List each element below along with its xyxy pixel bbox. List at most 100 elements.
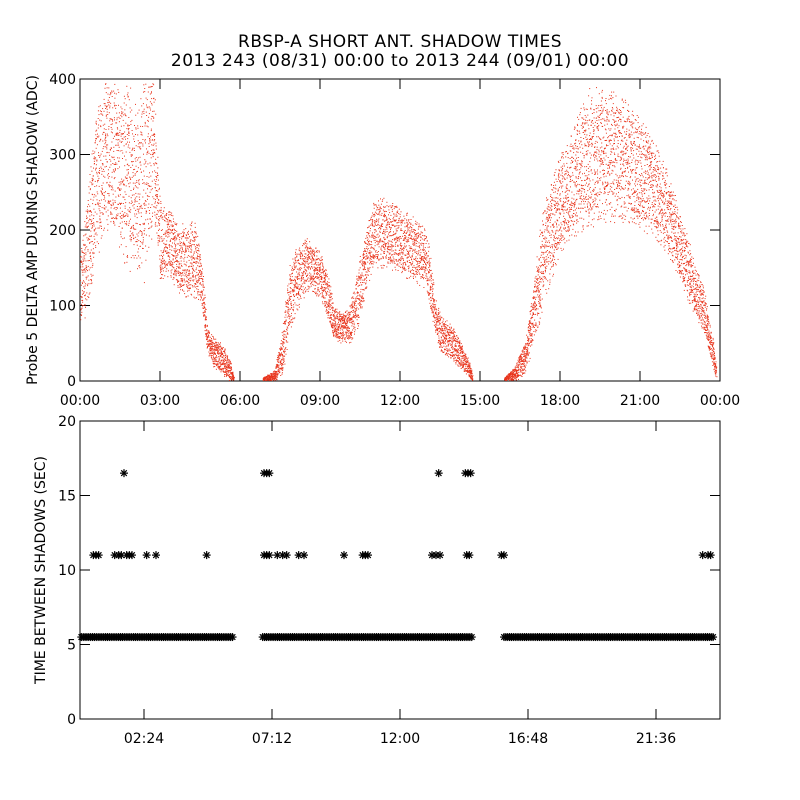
data-point — [385, 220, 387, 221]
data-point — [227, 365, 228, 367]
data-point — [209, 340, 211, 342]
data-point — [137, 157, 139, 159]
data-point — [133, 147, 135, 149]
data-point — [103, 98, 105, 100]
data-point — [182, 249, 183, 251]
data-point — [176, 238, 178, 240]
data-point — [325, 282, 327, 284]
data-point — [294, 259, 296, 261]
data-point — [309, 267, 311, 269]
data-point — [197, 244, 199, 246]
data-point — [143, 112, 145, 114]
data-point — [157, 242, 159, 244]
data-point — [166, 230, 168, 232]
data-point — [395, 238, 397, 240]
data-point — [367, 227, 368, 229]
data-point — [390, 227, 392, 229]
data-point — [334, 326, 336, 328]
data-point — [123, 102, 125, 104]
data-point — [381, 250, 383, 252]
data-point — [281, 365, 283, 366]
data-point — [146, 250, 148, 252]
data-point — [149, 93, 151, 95]
data-point — [219, 345, 221, 347]
data-point — [356, 298, 358, 299]
data-point — [368, 241, 369, 242]
data-point — [315, 291, 317, 293]
data-point — [386, 236, 388, 238]
data-point — [320, 293, 322, 295]
data-point — [144, 204, 146, 206]
data-point — [360, 296, 362, 298]
data-point — [348, 333, 350, 335]
data-point — [287, 322, 289, 323]
data-point — [204, 319, 206, 321]
data-point — [103, 155, 105, 157]
data-point — [116, 133, 118, 135]
data-point — [400, 224, 402, 226]
data-point — [122, 133, 124, 135]
data-point — [140, 131, 142, 133]
data-point — [354, 300, 356, 302]
data-point — [345, 315, 347, 317]
data-point — [337, 316, 339, 318]
data-point — [368, 271, 370, 272]
data-point — [160, 272, 161, 274]
data-point — [354, 312, 356, 314]
data-point — [214, 363, 215, 365]
data-point — [156, 177, 158, 179]
data-point — [147, 91, 149, 93]
data-point — [326, 306, 327, 308]
data-point — [289, 308, 291, 310]
data-point — [296, 255, 298, 257]
data-point — [396, 211, 398, 213]
data-point — [94, 194, 96, 196]
data-point — [402, 252, 404, 254]
data-point — [106, 105, 107, 107]
data-point — [374, 222, 376, 224]
data-point — [334, 311, 336, 312]
data-point — [121, 181, 123, 183]
data-point — [340, 321, 342, 323]
data-point — [172, 238, 174, 240]
data-point — [276, 375, 278, 377]
data-point — [164, 244, 166, 246]
data-point — [311, 250, 313, 252]
data-point — [188, 259, 190, 261]
data-point — [160, 230, 162, 231]
data-point — [386, 254, 387, 256]
data-point — [98, 167, 100, 169]
data-point — [85, 276, 87, 278]
data-point — [288, 294, 290, 296]
data-point — [389, 223, 390, 225]
data-point — [108, 126, 110, 127]
data-point — [295, 286, 297, 288]
data-point — [94, 242, 96, 244]
data-point — [339, 337, 341, 339]
data-point — [326, 302, 328, 304]
data-point — [182, 244, 184, 246]
data-point — [132, 205, 134, 207]
data-point — [140, 164, 142, 166]
data-point — [342, 329, 344, 331]
data-point — [104, 87, 106, 89]
data-point — [276, 372, 278, 374]
data-point — [80, 296, 82, 297]
data-point — [96, 138, 97, 140]
data-point — [171, 249, 173, 251]
data-point — [92, 150, 94, 152]
data-point — [89, 174, 91, 175]
data-point — [116, 117, 118, 119]
data-point — [301, 289, 303, 291]
data-point — [302, 250, 304, 252]
data-point — [161, 260, 163, 262]
data-point — [90, 279, 92, 281]
data-point — [387, 245, 389, 247]
data-point — [407, 229, 409, 231]
data-point — [90, 166, 92, 168]
data-point — [187, 286, 189, 288]
data-point — [103, 208, 105, 210]
data-point — [139, 230, 141, 232]
data-point — [403, 219, 405, 221]
data-point — [315, 282, 317, 284]
